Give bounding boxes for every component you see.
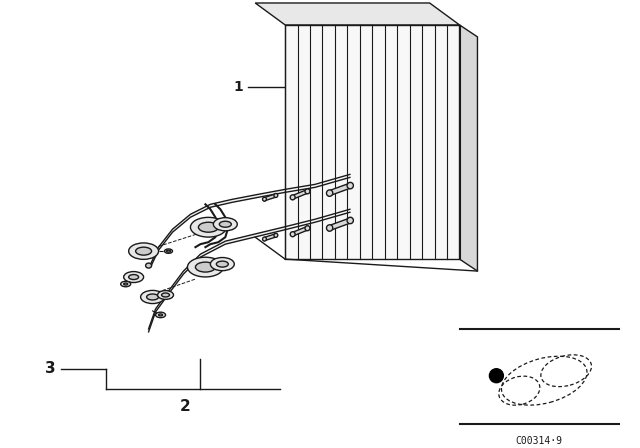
Text: 1: 1 xyxy=(234,80,243,94)
Ellipse shape xyxy=(121,281,131,287)
Ellipse shape xyxy=(290,232,295,237)
Polygon shape xyxy=(328,183,351,196)
Ellipse shape xyxy=(188,257,223,277)
Ellipse shape xyxy=(326,225,333,231)
Ellipse shape xyxy=(124,283,127,285)
Ellipse shape xyxy=(161,293,170,297)
Ellipse shape xyxy=(136,247,152,255)
Ellipse shape xyxy=(147,294,159,300)
Ellipse shape xyxy=(124,271,143,283)
Ellipse shape xyxy=(220,221,231,227)
Polygon shape xyxy=(292,189,308,200)
Circle shape xyxy=(490,369,504,383)
Ellipse shape xyxy=(262,197,266,201)
Ellipse shape xyxy=(195,262,215,272)
Ellipse shape xyxy=(164,249,173,253)
Ellipse shape xyxy=(213,218,237,231)
Polygon shape xyxy=(292,226,308,237)
Ellipse shape xyxy=(129,243,159,259)
Polygon shape xyxy=(255,3,460,25)
Polygon shape xyxy=(264,194,276,201)
Ellipse shape xyxy=(145,263,152,268)
Polygon shape xyxy=(148,209,350,332)
Ellipse shape xyxy=(274,194,278,198)
Polygon shape xyxy=(285,25,460,259)
Polygon shape xyxy=(328,217,351,231)
Ellipse shape xyxy=(305,189,310,194)
Ellipse shape xyxy=(290,195,295,200)
Ellipse shape xyxy=(141,290,164,304)
Ellipse shape xyxy=(198,222,218,232)
Ellipse shape xyxy=(274,233,278,237)
Ellipse shape xyxy=(347,217,353,224)
Ellipse shape xyxy=(157,291,173,299)
Ellipse shape xyxy=(211,258,234,271)
Ellipse shape xyxy=(347,182,353,189)
Polygon shape xyxy=(460,25,477,271)
Text: C00314·9: C00314·9 xyxy=(516,435,563,445)
Ellipse shape xyxy=(262,237,266,241)
Ellipse shape xyxy=(216,261,228,267)
Ellipse shape xyxy=(305,226,310,231)
Ellipse shape xyxy=(166,250,170,252)
Ellipse shape xyxy=(129,275,139,280)
Ellipse shape xyxy=(159,314,163,316)
Text: 3: 3 xyxy=(45,361,56,376)
Ellipse shape xyxy=(326,190,333,196)
Text: 2: 2 xyxy=(180,399,191,414)
Polygon shape xyxy=(150,174,350,267)
Ellipse shape xyxy=(156,312,166,318)
Polygon shape xyxy=(264,233,276,241)
Ellipse shape xyxy=(191,217,227,237)
